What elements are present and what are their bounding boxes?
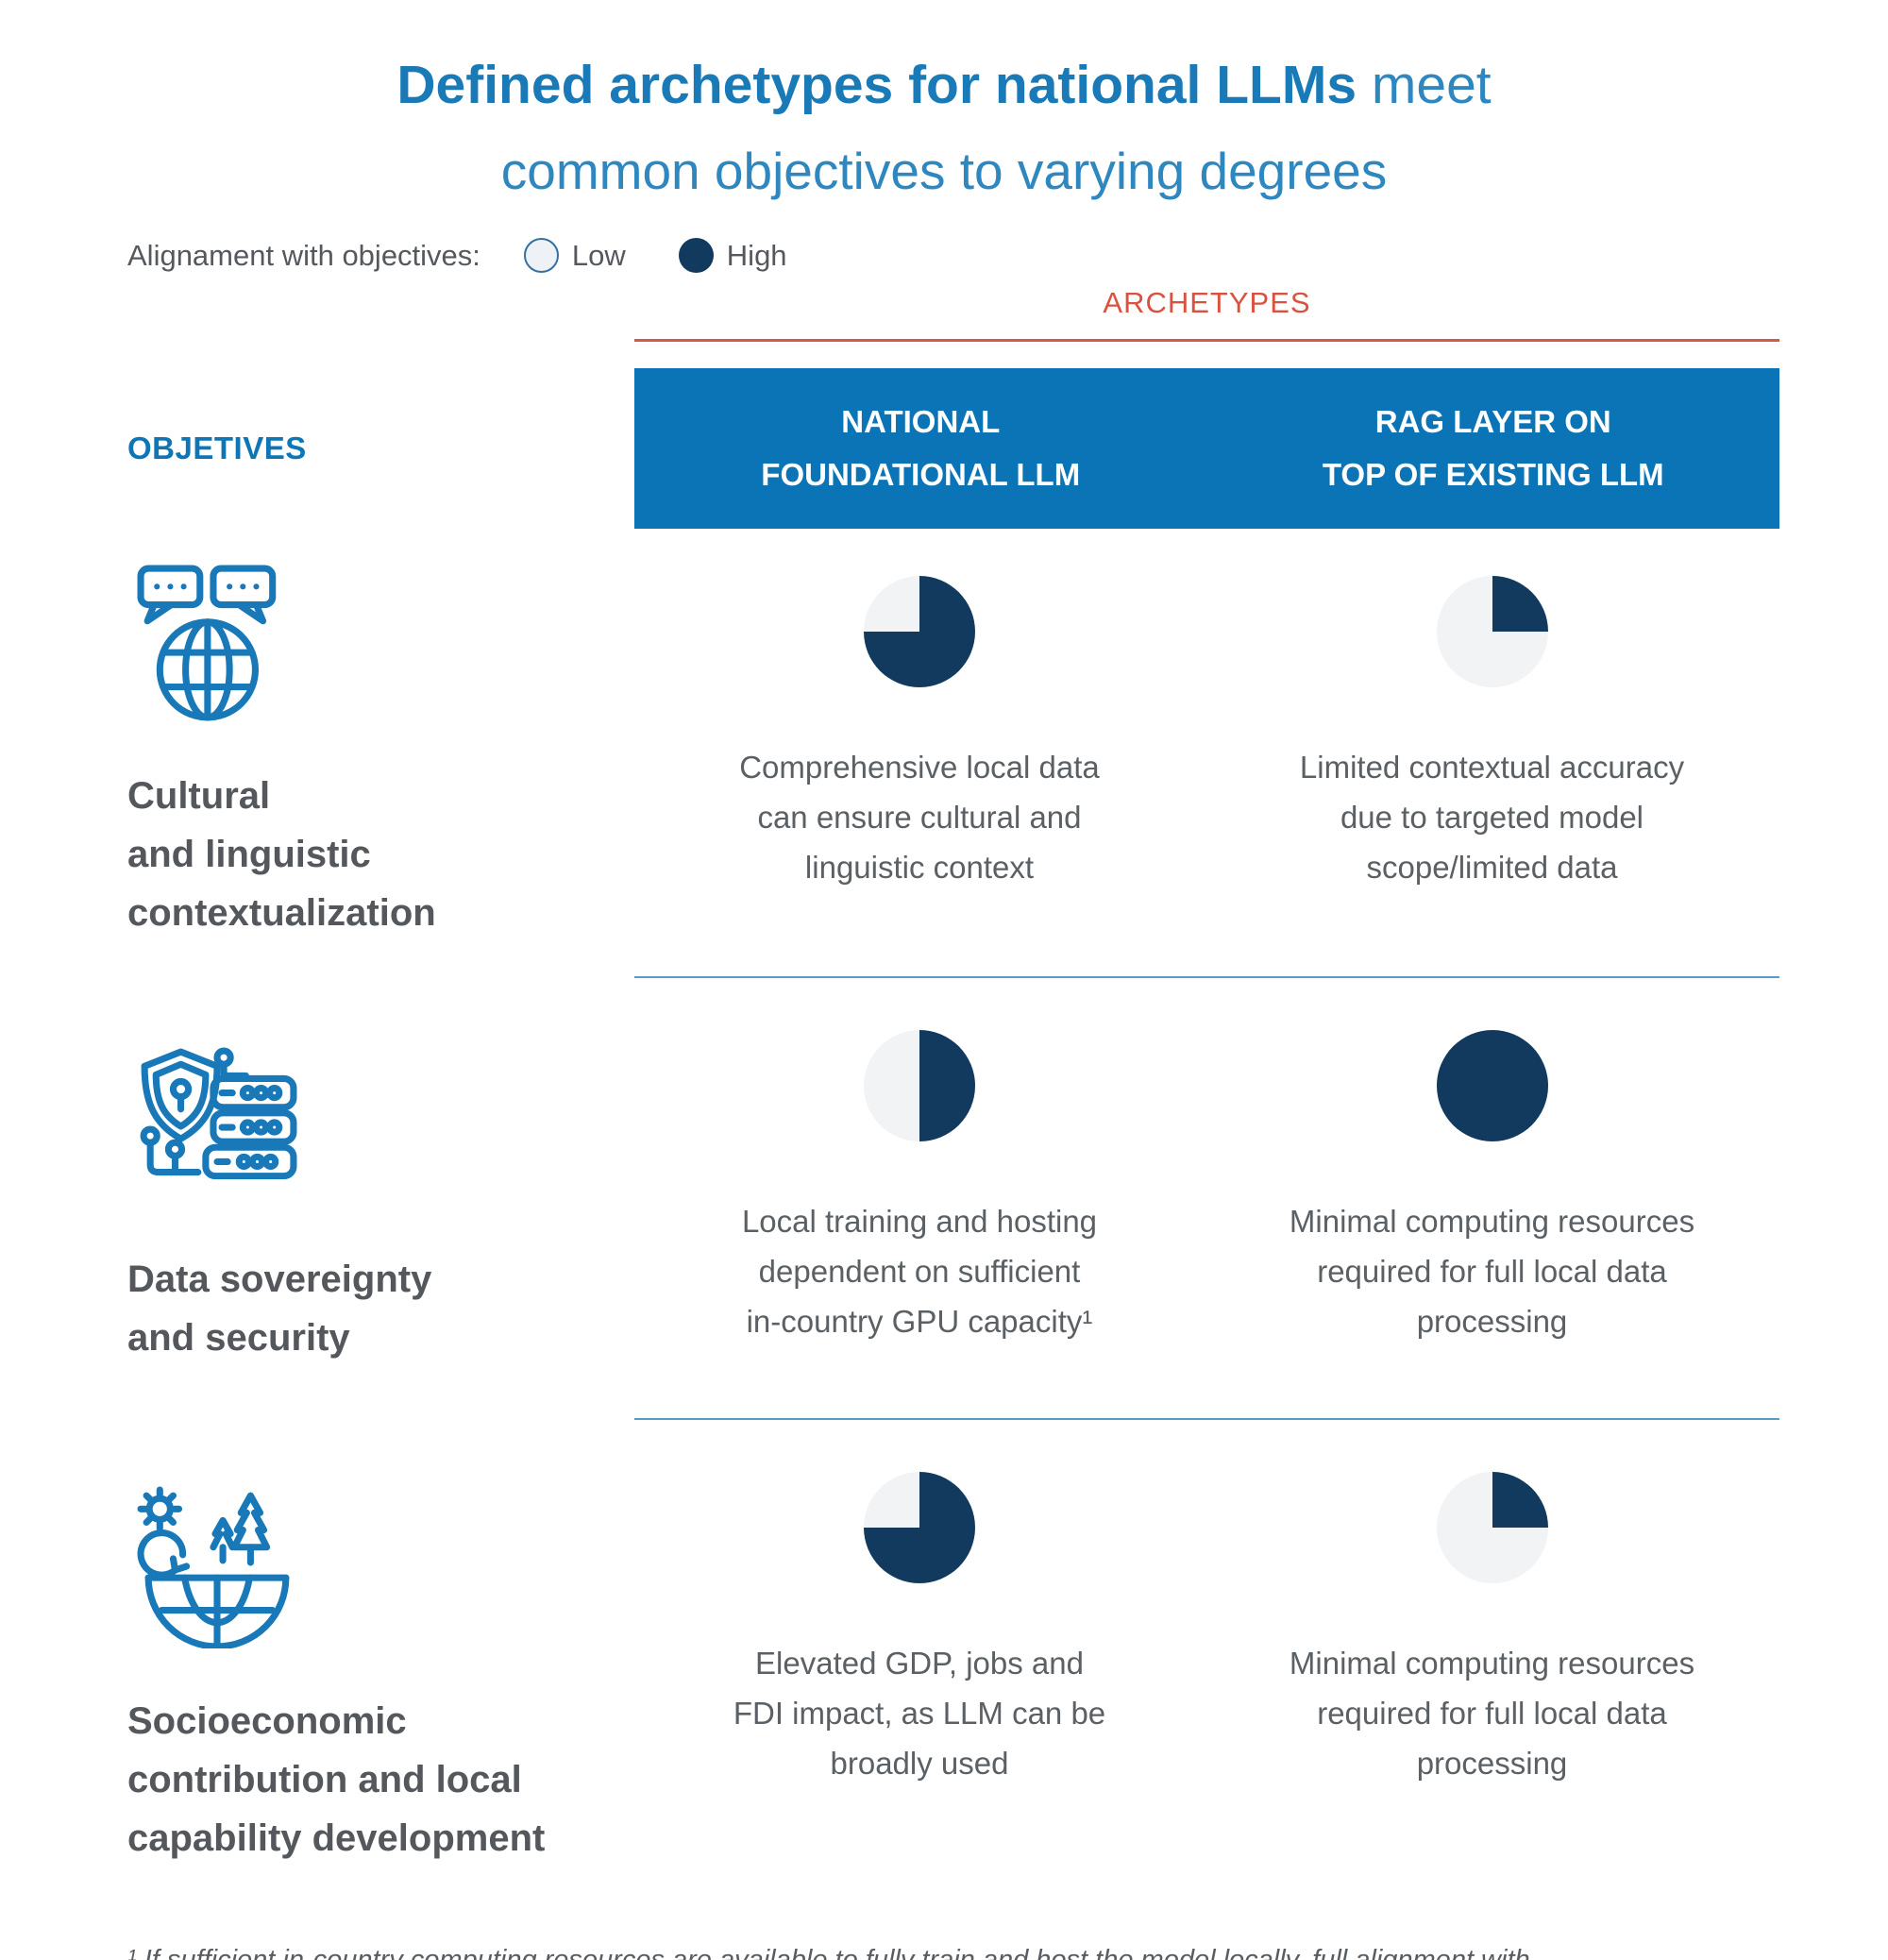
harvey-ball-pie [1436, 1030, 1548, 1141]
objective-label: Cultural and linguistic contextualizatio… [127, 775, 436, 934]
cell-text: Comprehensive local data can ensure cult… [739, 750, 1100, 885]
objective-row-data-sovereignty: Data sovereignty and security [127, 978, 634, 1384]
page-title: Defined archetypes for national LLMs mee… [0, 42, 1888, 213]
harvey-ball-pie [864, 1030, 975, 1141]
objective-row-cultural: Cultural and linguistic contextualizatio… [127, 529, 634, 942]
column-headers-band: NATIONAL FOUNDATIONAL LLM RAG LAYER ON T… [634, 368, 1779, 529]
cell-cultural-rag: Limited contextual accuracy due to targe… [1205, 529, 1779, 942]
harvey-ball-pie [864, 576, 975, 687]
cell-text: Minimal computing resources required for… [1289, 1646, 1695, 1781]
shield-server-icon [127, 1044, 307, 1207]
cell-cultural-national: Comprehensive local data can ensure cult… [634, 529, 1205, 942]
column-header-national-foundational-llm: NATIONAL FOUNDATIONAL LLM [761, 404, 1081, 492]
cell-text: Minimal computing resources required for… [1289, 1204, 1695, 1339]
title-line-1: Defined archetypes for national LLMs mee… [0, 42, 1888, 128]
cell-socioeconomic-rag: Minimal computing resources required for… [1205, 1420, 1779, 1867]
objective-label: Data sovereignty and security [127, 1259, 432, 1359]
legend: Alignament with objectives: Low High [127, 238, 1888, 273]
title-bold-text: Defined archetypes for national LLMs [396, 55, 1357, 115]
cell-text: Limited contextual accuracy due to targe… [1299, 750, 1685, 885]
legend-low-dot-icon [523, 238, 559, 273]
column-header-rag-layer: RAG LAYER ON TOP OF EXISTING LLM [1322, 404, 1664, 492]
harvey-ball-pie [864, 1472, 975, 1583]
objective-label: Socioeconomic contribution and local cap… [127, 1700, 546, 1859]
title-line-2: common objectives to varying degrees [500, 142, 1388, 200]
row-divider [634, 1418, 1779, 1420]
legend-low-label: Low [571, 238, 626, 272]
harvey-ball-pie [1436, 576, 1548, 687]
objectives-header: OBJETIVES [127, 431, 307, 465]
legend-high-dot-icon [678, 238, 714, 273]
cell-sovereignty-rag: Minimal computing resources required for… [1205, 978, 1779, 1384]
comparison-matrix: ARCHETYPES OBJETIVES NATIONAL FOUNDATION… [127, 279, 1779, 1867]
cell-socioeconomic-national: Elevated GDP, jobs and FDI impact, as LL… [634, 1420, 1205, 1867]
title-light-text: meet [1357, 55, 1492, 115]
harvey-ball-pie [1436, 1472, 1548, 1583]
chat-globe-icon [127, 561, 307, 723]
cell-text: Elevated GDP, jobs and FDI impact, as LL… [733, 1646, 1106, 1781]
archetypes-header: ARCHETYPES [634, 279, 1779, 342]
cell-sovereignty-national: Local training and hosting dependent on … [634, 978, 1205, 1384]
objective-row-socioeconomic: Socioeconomic contribution and local cap… [127, 1420, 634, 1867]
eco-globe-icon [127, 1486, 307, 1650]
row-divider [634, 976, 1779, 978]
legend-high-label: High [726, 238, 787, 272]
footnotes: ¹ If sufficient in-country computing res… [127, 1937, 1779, 1960]
cell-text: Local training and hosting dependent on … [741, 1204, 1098, 1339]
legend-label: Alignament with objectives: [127, 238, 480, 272]
footnote-1: ¹ If sufficient in-country computing res… [127, 1945, 1530, 1960]
